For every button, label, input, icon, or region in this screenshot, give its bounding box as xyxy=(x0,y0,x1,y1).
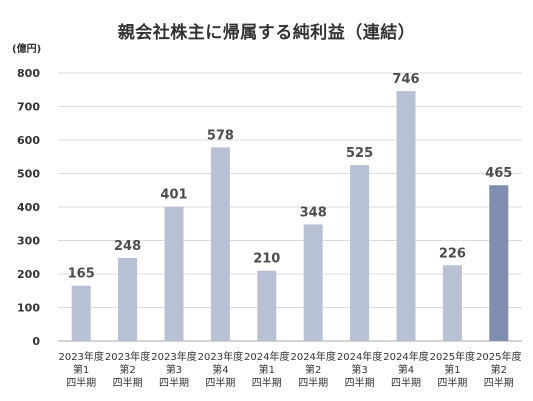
x-tick-label: 第2 xyxy=(491,363,507,376)
y-tick-label: 800 xyxy=(17,67,40,80)
x-tick-label: 2023年度 xyxy=(58,350,103,363)
x-tick-label: 2024年度 xyxy=(337,350,382,363)
data-label: 465 xyxy=(485,166,512,181)
y-tick-label: 400 xyxy=(17,201,40,214)
x-axis: 2023年度第1四半期2023年度第2四半期2023年度第3四半期2023年度第… xyxy=(58,350,521,389)
x-tick-label: 2024年度 xyxy=(383,350,428,363)
bar xyxy=(442,265,462,341)
data-label: 746 xyxy=(392,72,419,87)
y-tick-label: 700 xyxy=(17,101,40,114)
data-label: 248 xyxy=(114,239,141,254)
x-tick-label: 2024年度 xyxy=(244,350,289,363)
bar xyxy=(71,285,91,341)
bar xyxy=(489,185,509,341)
y-axis-unit-label: (億円) xyxy=(12,42,41,55)
bar xyxy=(118,257,138,341)
data-label: 226 xyxy=(439,246,466,261)
x-tick-label: 2023年度 xyxy=(198,350,243,363)
x-tick-label: 第3 xyxy=(166,363,182,376)
data-label: 525 xyxy=(346,146,373,161)
bar xyxy=(210,147,230,341)
x-tick-label: 2023年度 xyxy=(151,350,196,363)
x-tick-label: 2023年度 xyxy=(105,350,150,363)
bar xyxy=(396,91,416,341)
x-tick-label: 第1 xyxy=(73,363,89,376)
x-tick-label: 第1 xyxy=(259,363,275,376)
x-tick-label: 第2 xyxy=(305,363,321,376)
x-tick-label: 第3 xyxy=(351,363,367,376)
x-tick-label: 第4 xyxy=(398,363,414,376)
x-tick-label: 2025年度 xyxy=(430,350,475,363)
x-tick-label: 2025年度 xyxy=(476,350,521,363)
x-tick-label: 2024年度 xyxy=(290,350,335,363)
x-tick-label: 四半期 xyxy=(391,376,421,389)
x-tick-label: 第4 xyxy=(212,363,228,376)
data-label: 578 xyxy=(207,128,234,143)
y-tick-label: 0 xyxy=(32,335,40,348)
chart-title: 親会社株主に帰属する純利益（連結） xyxy=(117,23,416,43)
x-tick-label: 四半期 xyxy=(205,376,235,389)
bar xyxy=(164,206,184,341)
x-tick-label: 四半期 xyxy=(113,376,143,389)
y-axis: (億円) 0 100 200 300 400 500 600 700 800 xyxy=(12,42,41,348)
y-tick-label: 100 xyxy=(17,302,40,315)
data-labels: 165 248 401 578 210 348 525 746 226 465 xyxy=(68,72,513,282)
x-tick-label: 四半期 xyxy=(345,376,375,389)
y-tick-label: 300 xyxy=(17,235,40,248)
data-label: 165 xyxy=(68,267,95,282)
x-tick-label: 四半期 xyxy=(298,376,328,389)
bar xyxy=(350,165,370,341)
y-tick-label: 200 xyxy=(17,268,40,281)
x-tick-label: 四半期 xyxy=(159,376,189,389)
bar xyxy=(303,224,323,341)
x-tick-label: 第1 xyxy=(444,363,460,376)
x-tick-label: 第2 xyxy=(119,363,135,376)
data-label: 401 xyxy=(160,188,187,203)
data-label: 348 xyxy=(300,205,327,220)
bars xyxy=(71,91,509,341)
y-tick-label: 600 xyxy=(17,134,40,147)
x-tick-label: 四半期 xyxy=(252,376,282,389)
y-tick-label: 500 xyxy=(17,168,40,181)
x-tick-label: 四半期 xyxy=(66,376,96,389)
x-tick-label: 四半期 xyxy=(437,376,467,389)
x-tick-label: 四半期 xyxy=(484,376,514,389)
data-label: 210 xyxy=(253,252,280,267)
bar xyxy=(257,270,277,341)
